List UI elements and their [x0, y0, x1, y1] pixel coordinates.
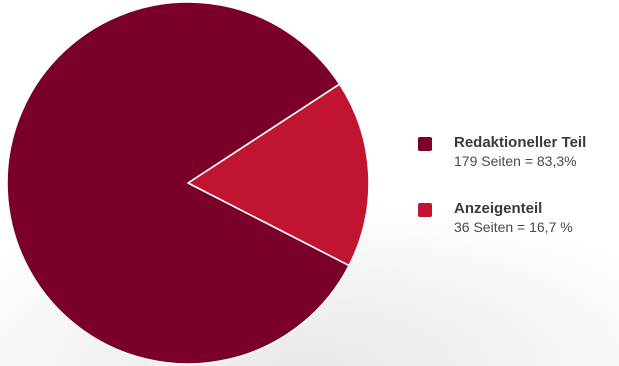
legend-item-anzeigenteil: Anzeigenteil 36 Seiten = 16,7 %: [418, 200, 618, 266]
legend-label-anzeigenteil: Anzeigenteil: [454, 200, 543, 217]
legend: Redaktioneller Teil 179 Seiten = 83,3% A…: [418, 134, 618, 266]
legend-swatch-anzeigenteil: [418, 203, 432, 217]
legend-item-redaktioneller-teil: Redaktioneller Teil 179 Seiten = 83,3%: [418, 134, 618, 200]
pie-slice-redaktioneller-teil: [6, 1, 350, 365]
pie-slice-anzeigenteil: [187, 83, 370, 267]
legend-detail-anzeigenteil: 36 Seiten = 16,7 %: [454, 219, 573, 235]
pie-chart: [6, 1, 370, 365]
legend-label-redaktioneller-teil: Redaktioneller Teil: [454, 134, 587, 151]
legend-detail-redaktioneller-teil: 179 Seiten = 83,3%: [454, 153, 577, 169]
legend-swatch-redaktioneller-teil: [418, 137, 432, 151]
